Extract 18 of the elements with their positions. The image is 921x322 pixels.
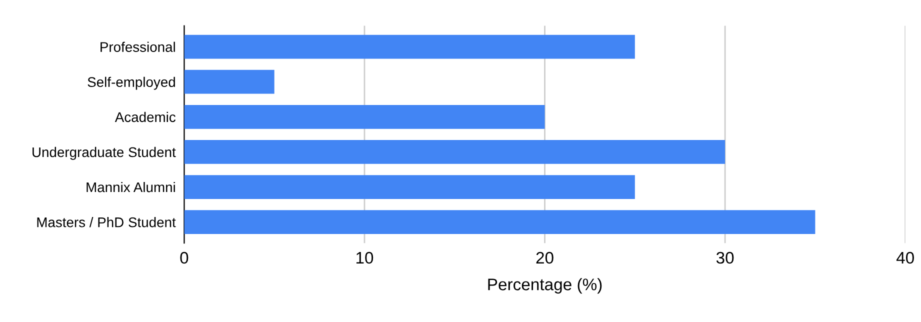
x-tick-label: 30 <box>716 252 734 264</box>
x-tick-label: 0 <box>180 252 188 264</box>
y-tick-label: Mannix Alumni <box>86 182 175 192</box>
y-tick-label: Undergraduate Student <box>32 146 176 160</box>
y-tick-label: Masters / PhD Student <box>37 217 176 228</box>
bar <box>184 34 635 59</box>
x-tick-label: 20 <box>536 252 554 264</box>
y-tick-label: Academic <box>114 112 176 122</box>
bar <box>184 210 816 234</box>
x-tick-label: 10 <box>356 252 374 264</box>
y-tick-label: Professional <box>100 42 175 52</box>
bar <box>184 140 726 164</box>
x-tick-label: 40 <box>896 252 914 264</box>
bar <box>184 175 635 199</box>
x-axis-title: Percentage (%) <box>488 278 602 294</box>
bar <box>184 70 274 94</box>
bar <box>184 104 545 129</box>
y-tick-label: Self-employed <box>88 76 175 90</box>
